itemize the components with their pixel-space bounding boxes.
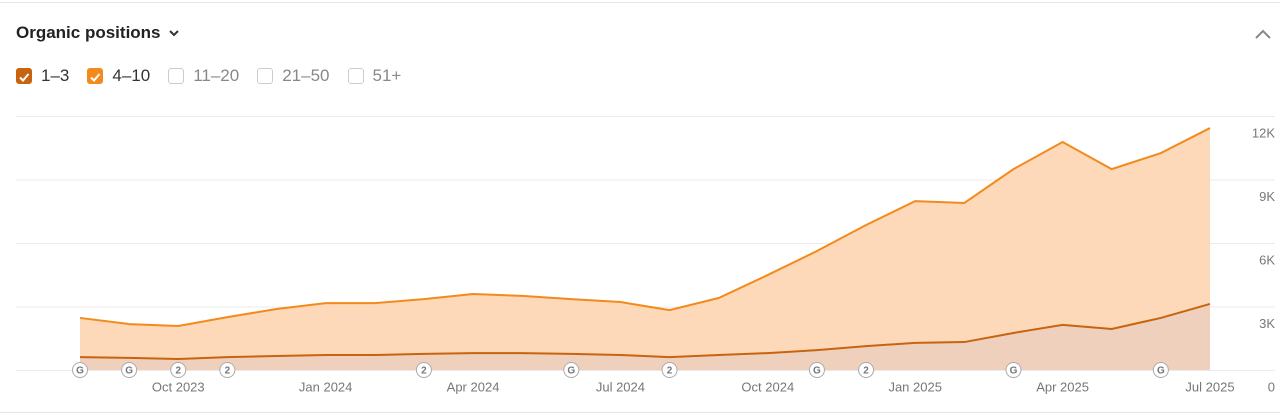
y-tick-label: 0 [1268,379,1275,394]
update-marker-label: G [813,366,821,377]
x-tick-label: Jan 2024 [299,379,353,394]
line [79,127,1211,327]
update-marker-label: G [76,366,84,377]
update-marker-label: 2 [863,366,869,377]
update-marker [1005,362,1022,378]
y-tick-label: 3K [1259,316,1275,331]
update-marker-label: G [567,366,575,377]
legend-label: 11–20 [193,66,240,85]
update-marker [121,362,138,378]
update-marker [563,362,580,378]
widget-title[interactable]: Organic positions [16,23,161,42]
update-marker [808,362,825,378]
update-marker-label: 2 [667,366,673,377]
x-tick-label: Jul 2025 [1185,379,1234,394]
dropdown-chevron[interactable] [169,30,179,37]
update-marker [170,362,187,378]
update-marker-label: G [1157,366,1165,377]
update-marker [72,362,88,378]
area [80,303,1210,370]
checkbox[interactable] [16,68,32,84]
legend: 1–3 4–10 11–20 21–50 51+ [16,66,401,86]
collapse-chevron[interactable] [1255,29,1271,39]
checkbox[interactable] [257,68,274,84]
update-marker-label: 2 [421,366,427,377]
update-marker [661,362,678,378]
update-marker [219,362,236,378]
update-marker [1152,362,1169,378]
update-marker-label: G [125,366,133,377]
legend-label: 1–3 [41,66,70,85]
legend-label: 21–50 [282,66,330,85]
legend-label: 4–10 [112,66,151,85]
y-tick-label: 12K [1252,125,1275,140]
x-tick-label: Oct 2023 [152,379,205,394]
legend-item[interactable]: 11–20 [168,66,239,86]
line [79,302,1211,360]
update-marker-label: G [1010,366,1018,377]
x-tick-label: Oct 2024 [741,379,794,394]
update-marker-label: 2 [225,366,231,377]
checkbox[interactable] [168,68,185,84]
legend-item[interactable]: 4–10 [87,66,150,86]
update-marker [415,362,432,378]
legend-item[interactable]: 21–50 [257,66,330,86]
x-tick-label: Apr 2025 [1036,379,1089,394]
plot: 0 3K 6K 9K 12K Oct 2023 Jan 2024 Apr 2024 Jul 20… [16,116,1275,394]
legend-label: 51+ [372,66,402,85]
checkbox[interactable] [347,68,364,84]
legend-item[interactable]: 51+ [347,66,402,86]
check-icon [90,73,101,82]
update-marker [858,362,875,378]
legend-item[interactable]: 1–3 [16,66,69,86]
update-marker-label: 2 [175,366,181,377]
x-tick-label: Apr 2024 [447,379,500,394]
y-tick-label: 9K [1259,189,1275,204]
x-tick-label: Jan 2025 [888,379,942,394]
x-tick-label: Jul 2024 [596,379,645,394]
check-icon [19,73,30,82]
area [80,128,1210,359]
y-tick-label: 6K [1259,252,1275,267]
checkbox[interactable] [87,68,104,84]
